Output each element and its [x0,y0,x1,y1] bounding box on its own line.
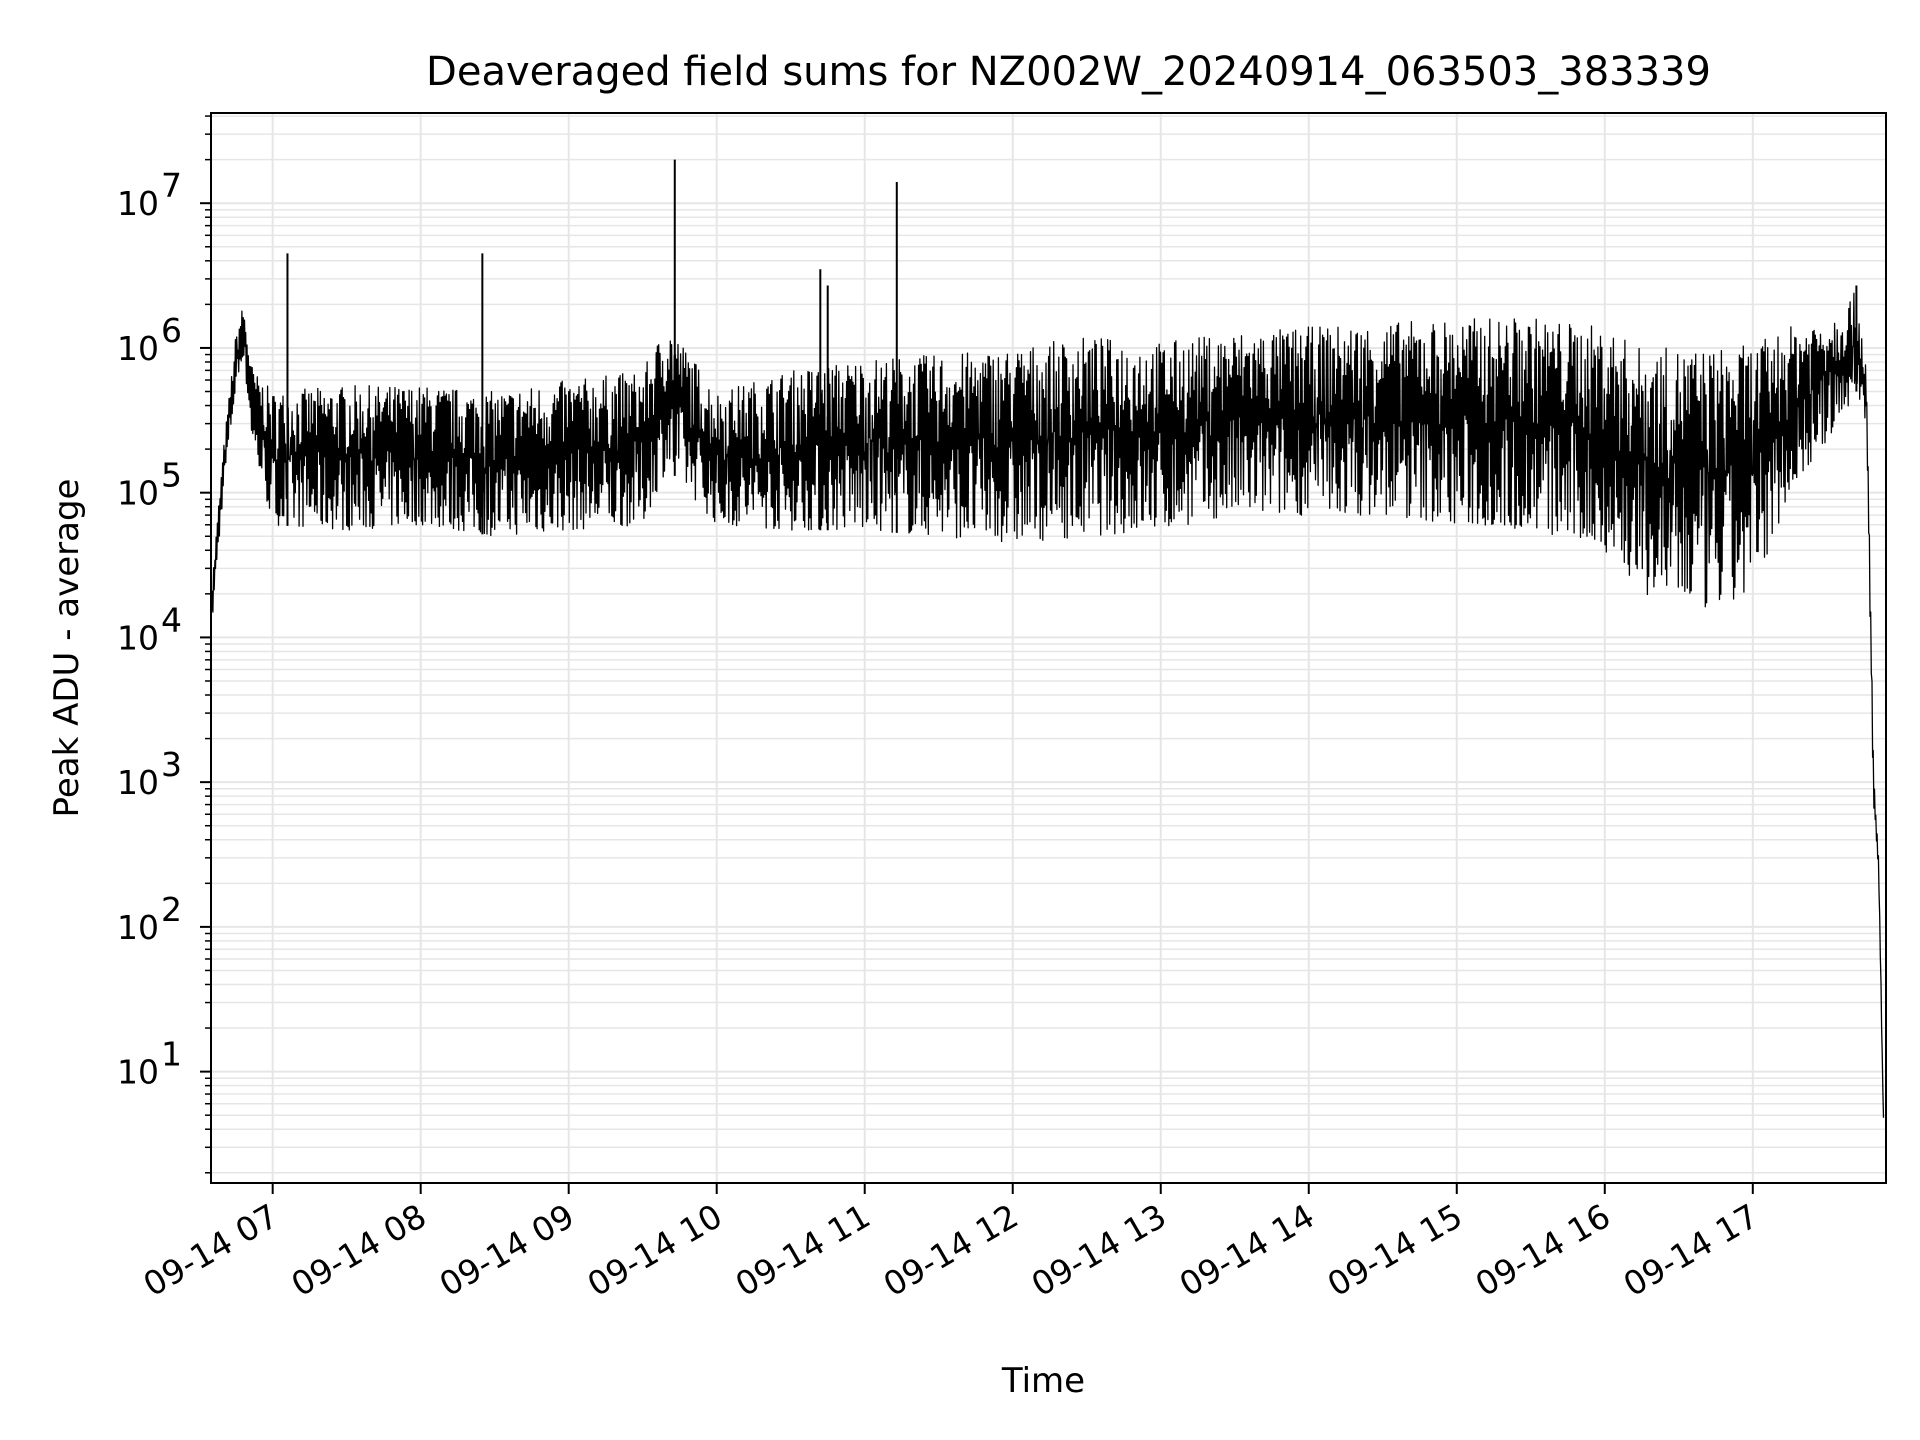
series-line [210,292,1885,1118]
y-tick-label: 10 [117,618,159,657]
y-axis-label: Peak ADU - average [47,479,87,818]
y-tick-exponent: 2 [161,890,182,929]
y-tick-exponent: 4 [161,600,182,639]
y-tick-label: 10 [117,1053,159,1092]
y-tick-exponent: 1 [161,1035,182,1074]
y-tick-label: 10 [117,329,159,368]
y-tick-label: 10 [117,184,159,223]
x-axis-label: Time [1001,1361,1085,1401]
y-tick-label: 10 [117,763,159,802]
y-tick-exponent: 6 [161,311,182,350]
y-tick-exponent: 5 [161,456,182,495]
y-tick-label: 10 [117,474,159,513]
series-layer [210,159,1885,1118]
plot-frame [210,112,1887,1184]
major-gridlines [211,113,1886,1183]
y-tick-label: 10 [117,908,159,947]
chart-title: Deaveraged field sums for NZ002W_2024091… [426,49,1711,95]
y-tick-exponent: 7 [161,166,182,205]
y-tick-exponent: 3 [161,745,182,784]
